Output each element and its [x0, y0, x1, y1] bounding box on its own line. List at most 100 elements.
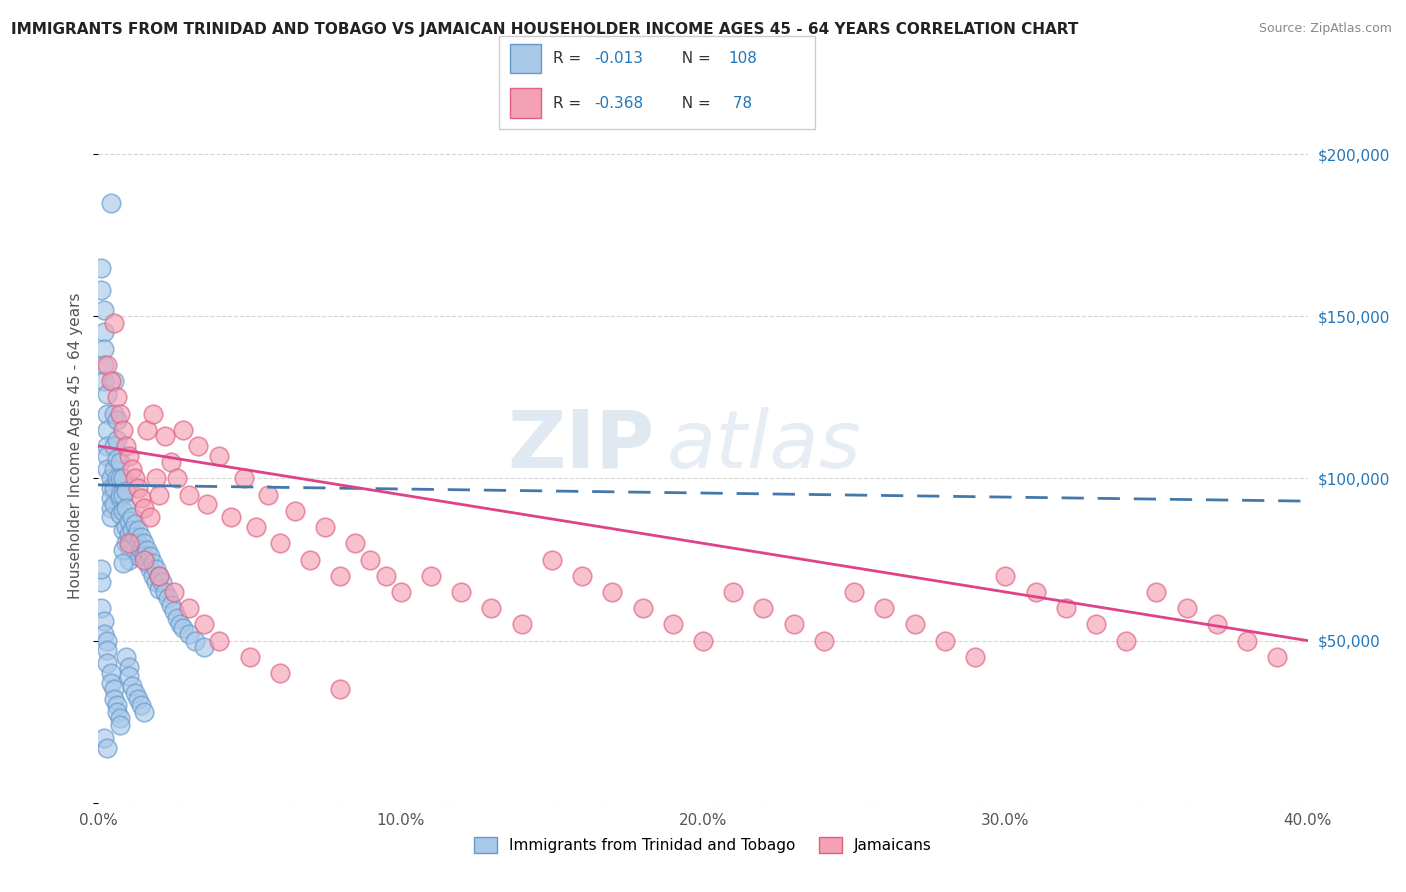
Point	[118, 514, 141, 528]
Point	[96, 358, 118, 372]
Point	[121, 536, 143, 550]
Point	[111, 504, 134, 518]
Text: 78: 78	[728, 95, 752, 111]
Point	[103, 461, 125, 475]
Point	[124, 685, 146, 699]
Point	[124, 516, 146, 531]
Point	[90, 260, 112, 275]
Point	[118, 552, 141, 566]
Point	[135, 542, 157, 557]
Point	[389, 585, 412, 599]
Point	[156, 591, 179, 606]
Point	[148, 488, 170, 502]
Point	[179, 627, 201, 641]
Point	[965, 649, 987, 664]
Point	[145, 562, 167, 576]
Point	[103, 407, 125, 421]
Text: N =: N =	[672, 95, 716, 111]
Point	[284, 504, 307, 518]
Point	[100, 481, 122, 495]
Point	[103, 374, 125, 388]
Point	[179, 601, 201, 615]
Point	[132, 705, 155, 719]
Point	[127, 692, 149, 706]
Point	[111, 488, 134, 502]
Point	[93, 731, 115, 745]
Point	[139, 549, 162, 564]
Text: IMMIGRANTS FROM TRINIDAD AND TOBAGO VS JAMAICAN HOUSEHOLDER INCOME AGES 45 - 64 : IMMIGRANTS FROM TRINIDAD AND TOBAGO VS J…	[11, 22, 1078, 37]
Point	[329, 682, 352, 697]
Point	[93, 326, 115, 340]
Point	[232, 471, 254, 485]
Point	[540, 552, 562, 566]
Point	[269, 536, 291, 550]
Point	[100, 666, 122, 681]
Point	[103, 497, 125, 511]
Text: atlas: atlas	[666, 407, 862, 485]
Point	[1267, 649, 1289, 664]
Point	[105, 413, 128, 427]
Text: R =: R =	[553, 95, 586, 111]
Point	[103, 481, 125, 495]
Point	[153, 585, 176, 599]
Point	[96, 423, 118, 437]
Point	[163, 604, 186, 618]
Point	[256, 488, 278, 502]
Point	[160, 598, 183, 612]
Point	[135, 423, 157, 437]
Point	[96, 387, 118, 401]
Point	[142, 556, 165, 570]
Point	[245, 520, 267, 534]
Point	[1054, 601, 1077, 615]
Point	[124, 530, 146, 544]
Point	[602, 585, 624, 599]
Point	[1175, 601, 1198, 615]
Point	[344, 536, 367, 550]
Point	[329, 568, 352, 582]
Point	[752, 601, 775, 615]
Point	[195, 497, 218, 511]
Point	[105, 698, 128, 713]
Point	[360, 552, 382, 566]
Point	[96, 643, 118, 657]
Point	[1085, 617, 1108, 632]
Point	[90, 283, 112, 297]
Point	[160, 455, 183, 469]
Point	[145, 471, 167, 485]
Point	[129, 698, 152, 713]
Point	[90, 562, 112, 576]
Point	[90, 601, 112, 615]
Point	[873, 601, 896, 615]
Point	[114, 484, 136, 499]
Point	[93, 342, 115, 356]
Point	[121, 524, 143, 538]
Point	[93, 358, 115, 372]
Point	[1024, 585, 1046, 599]
Point	[124, 542, 146, 557]
Point	[108, 407, 131, 421]
Point	[148, 568, 170, 582]
Point	[129, 542, 152, 557]
Point	[118, 536, 141, 550]
Point	[118, 669, 141, 683]
Point	[1115, 633, 1137, 648]
Point	[142, 568, 165, 582]
Point	[129, 491, 152, 505]
Point	[135, 556, 157, 570]
Point	[105, 390, 128, 404]
Point	[450, 585, 472, 599]
Point	[96, 407, 118, 421]
Point	[510, 617, 533, 632]
Point	[127, 549, 149, 564]
Point	[208, 633, 231, 648]
Text: 108: 108	[728, 51, 758, 66]
Point	[105, 471, 128, 485]
Point	[105, 705, 128, 719]
Point	[1144, 585, 1167, 599]
Point	[96, 449, 118, 463]
Point	[100, 374, 122, 388]
Point	[148, 582, 170, 596]
Point	[221, 510, 243, 524]
Point	[111, 524, 134, 538]
Point	[187, 439, 209, 453]
